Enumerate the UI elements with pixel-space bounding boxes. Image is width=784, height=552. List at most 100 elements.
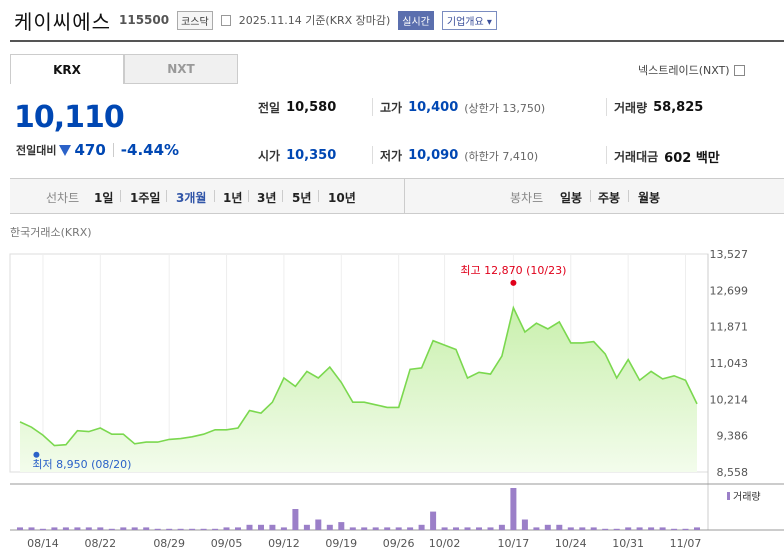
x-tick-label: 08/14	[27, 537, 59, 550]
company-overview-dropdown[interactable]: 기업개요 ▾	[441, 10, 497, 30]
stat-amount-label: 거래대금	[614, 150, 659, 164]
stat-open-label: 시가	[258, 149, 281, 163]
volume-bar	[625, 527, 632, 530]
stat-low-value: 10,090	[408, 148, 459, 163]
volume-bar	[418, 524, 425, 531]
x-tick-label: 10/24	[555, 537, 587, 550]
change-label: 전일대비	[16, 144, 57, 157]
volume-bar	[361, 527, 368, 530]
x-tick-label: 10/17	[498, 537, 530, 550]
candle-weekly[interactable]: 주봉	[598, 191, 621, 205]
stat-open-value: 10,350	[286, 148, 337, 163]
change-percent: -4.44%	[120, 141, 180, 159]
candle-daily[interactable]: 일봉	[560, 191, 583, 205]
calendar-icon	[220, 14, 231, 26]
period-10y[interactable]: 10년	[328, 191, 356, 205]
period-divider	[628, 190, 629, 202]
volume-bar	[384, 527, 391, 530]
stat-amount-value: 602 백만	[664, 151, 720, 166]
volume-bar	[326, 524, 333, 531]
stock-name: 케이씨에스	[14, 9, 111, 34]
x-tick-label: 09/19	[325, 537, 357, 550]
x-tick-label: 11/07	[670, 537, 702, 550]
period-divider	[590, 190, 591, 202]
period-divider	[282, 190, 283, 202]
stat-high-label: 고가	[380, 101, 403, 115]
candle-chart-label: 봉차트	[510, 191, 544, 205]
y-tick-label: 9,386	[717, 430, 749, 443]
stat-divider	[372, 98, 373, 116]
period-1w[interactable]: 1주일	[130, 191, 161, 205]
volume-bar	[521, 519, 528, 530]
volume-bar	[212, 528, 219, 530]
volume-bar	[97, 527, 104, 530]
volume-legend-swatch	[727, 492, 730, 500]
stock-code: 115500	[119, 13, 170, 27]
tab-nxt[interactable]: NXT	[124, 54, 238, 84]
volume-bar	[395, 527, 402, 530]
min-annotation: 최저 8,950 (08/20)	[32, 458, 131, 471]
nxt-toggle[interactable]: 넥스트레이드(NXT)	[638, 62, 745, 78]
nxt-checkbox[interactable]	[733, 64, 745, 76]
x-tick-label: 10/02	[429, 537, 461, 550]
candle-monthly[interactable]: 월봉	[638, 191, 661, 205]
volume-bar	[544, 524, 551, 531]
line-chart-label: 선차트	[46, 191, 80, 205]
volume-bar	[143, 527, 150, 530]
volume-bar	[39, 528, 46, 530]
volume-bar	[579, 527, 586, 530]
volume-bar	[303, 524, 310, 531]
volume-bar	[17, 527, 23, 530]
volume-bar	[269, 524, 276, 531]
x-tick-label: 10/31	[612, 537, 644, 550]
volume-bar	[177, 528, 184, 530]
x-tick-label: 09/05	[211, 537, 243, 550]
realtime-button[interactable]: 실시간	[398, 10, 434, 30]
volume-bar	[533, 527, 540, 530]
volume-bar	[62, 527, 69, 530]
volume-bar	[166, 528, 173, 530]
volume-bar	[200, 528, 207, 530]
y-tick-label: 10,214	[710, 393, 749, 406]
period-3m[interactable]: 3개월	[176, 191, 207, 205]
volume-bar	[51, 527, 58, 530]
current-price: 10,110	[14, 100, 125, 135]
header-divider	[10, 40, 784, 42]
volume-bar	[223, 527, 230, 530]
stat-low: 저가 10,090 (하한가 7,410)	[380, 147, 538, 164]
stat-divider	[606, 146, 607, 164]
volume-bar	[659, 527, 666, 530]
change-value: 470	[74, 141, 106, 159]
period-3y[interactable]: 3년	[257, 191, 277, 205]
volume-bar	[280, 527, 287, 530]
period-toolbar: 선차트 1일 1주일 3개월 1년 3년 5년 10년 봉차트 일봉 주봉 월봉	[10, 178, 784, 214]
volume-bar	[464, 527, 471, 530]
change-divider	[112, 143, 114, 157]
volume-bar	[602, 528, 609, 530]
volume-bar	[671, 528, 678, 530]
volume-bar	[235, 527, 241, 530]
volume-bar	[108, 528, 115, 530]
period-divider	[248, 190, 249, 202]
volume-bar	[28, 527, 35, 530]
volume-bar	[315, 519, 322, 530]
plot-frame	[9, 253, 709, 473]
volume-bar	[430, 511, 437, 530]
y-tick-label: 13,527	[710, 248, 749, 261]
period-1d[interactable]: 1일	[94, 191, 114, 205]
period-1y[interactable]: 1년	[223, 191, 243, 205]
y-tick-label: 11,871	[710, 321, 749, 334]
volume-bar	[258, 524, 264, 531]
stat-divider	[372, 146, 373, 164]
period-5y[interactable]: 5년	[292, 191, 312, 205]
volume-bar	[292, 509, 299, 530]
stat-divider	[606, 98, 607, 116]
volume-bar	[498, 524, 505, 531]
stat-volume-value: 58,825	[653, 100, 704, 115]
volume-bar	[636, 527, 643, 530]
y-tick-label: 12,699	[710, 284, 749, 297]
tab-krx[interactable]: KRX	[10, 54, 124, 84]
volume-bar	[441, 527, 448, 530]
volume-bar	[154, 528, 161, 530]
y-tick-label: 11,043	[710, 357, 749, 370]
